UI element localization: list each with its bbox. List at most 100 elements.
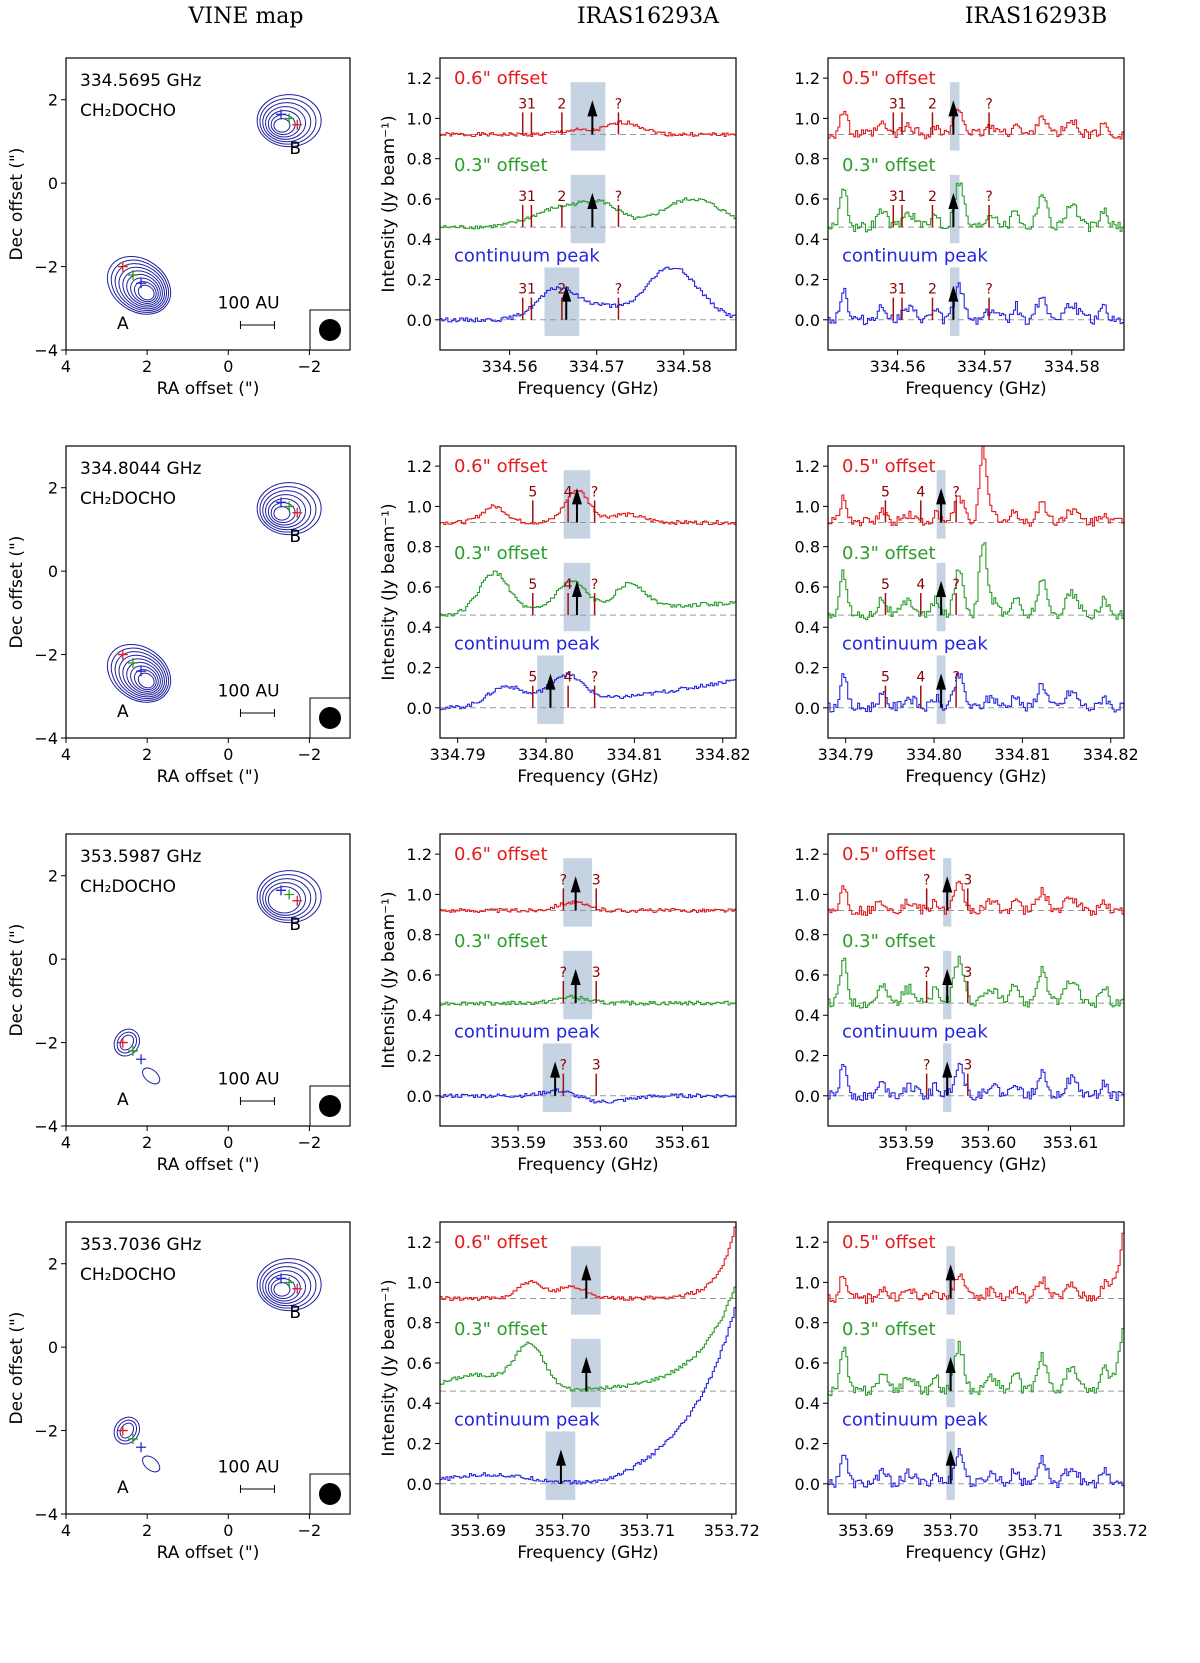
transition-label: ?	[591, 484, 598, 500]
transition-label: 4	[916, 484, 925, 500]
scale-bar-label: 100 AU	[218, 1457, 280, 1477]
series-label-offset-inner: 0.3" offset	[454, 155, 548, 176]
freq-tick-label: 353.61	[1043, 1133, 1099, 1152]
source-b-contour	[256, 870, 322, 924]
source-b-contour	[262, 1266, 312, 1307]
freq-tick-label: 353.72	[1092, 1521, 1148, 1540]
arrow-head-icon	[581, 1356, 592, 1374]
column-title-iras16293b: IRAS16293B	[964, 4, 1108, 29]
transition-label: 2	[557, 96, 566, 112]
map-ytick-label: −4	[34, 341, 58, 360]
intensity-tick-label: 1.2	[407, 457, 432, 476]
intensity-tick-label: 1.0	[795, 1273, 820, 1292]
intensity-axis-label: Intensity (Jy beam⁻¹)	[379, 1279, 399, 1456]
series-label-continuum: continuum peak	[454, 633, 600, 654]
source-b-label: B	[289, 527, 301, 547]
intensity-tick-label: 1.2	[795, 845, 820, 864]
series-label-offset-outer: 0.5" offset	[842, 1232, 936, 1253]
position-marker	[127, 657, 138, 668]
intensity-tick-label: 0.8	[795, 1314, 820, 1333]
intensity-tick-label: 0.4	[407, 230, 432, 249]
freq-tick-label: 334.79	[430, 745, 486, 764]
source-b-contour	[256, 482, 322, 536]
freq-axis-label: Frequency (GHz)	[517, 379, 658, 399]
position-marker	[127, 269, 138, 280]
arrow-head-icon	[571, 488, 582, 505]
intensity-tick-label: 0.2	[795, 659, 820, 678]
map-ytick-label: 0	[48, 950, 58, 969]
spectrum-trace	[828, 1062, 1125, 1102]
column-title-vine: VINE map	[188, 4, 304, 29]
map-ytick-label: 2	[48, 1255, 58, 1274]
map-xtick-label: 0	[223, 1521, 233, 1540]
spectrum-trace	[440, 120, 737, 138]
position-marker	[292, 1283, 303, 1294]
source-b-contour	[262, 102, 312, 143]
series-label-continuum: continuum peak	[842, 633, 988, 654]
freq-tick-label: 334.58	[1044, 357, 1100, 376]
intensity-tick-label: 1.0	[407, 109, 432, 128]
map-ylabel: Dec offset (")	[7, 924, 27, 1037]
source-b-contour	[265, 1270, 307, 1304]
transition-label: 4	[916, 670, 925, 686]
freq-tick-label: 334.79	[818, 745, 874, 764]
transition-label: 4	[564, 577, 573, 593]
spectrum-trace	[828, 182, 1125, 233]
intensity-tick-label: 0.2	[407, 659, 432, 678]
spectrum-trace	[828, 1222, 1125, 1304]
position-marker	[117, 261, 128, 272]
source-a-contour	[142, 1455, 161, 1473]
source-a-contour	[113, 1028, 141, 1057]
spectrum-trace	[828, 108, 1125, 140]
beam-ellipse	[319, 1483, 341, 1505]
series-label-continuum: continuum peak	[454, 1021, 600, 1042]
position-marker	[276, 1273, 287, 1284]
source-a-contour	[130, 665, 159, 692]
source-a-contour	[116, 1419, 138, 1442]
freq-axis-label: Frequency (GHz)	[905, 379, 1046, 399]
map-xlabel: RA offset (")	[157, 767, 260, 787]
source-b-contour	[267, 110, 301, 138]
position-marker	[117, 649, 128, 660]
plot-frame	[439, 57, 737, 351]
map-ylabel: Dec offset (")	[7, 536, 27, 649]
transition-label: ?	[560, 965, 567, 981]
transition-label: 5	[528, 577, 537, 593]
plot-area	[828, 446, 1124, 738]
map-xtick-label: −2	[298, 357, 322, 376]
transition-label: 3	[592, 965, 601, 981]
intensity-tick-label: 0.8	[795, 150, 820, 169]
arrow-head-icon	[942, 968, 953, 986]
freq-tick-label: 353.71	[619, 1521, 675, 1540]
map-xtick-label: −2	[298, 1521, 322, 1540]
source-b-contour	[273, 506, 291, 521]
intensity-tick-label: 1.0	[795, 497, 820, 516]
transition-label: ?	[560, 1058, 567, 1074]
map-ytick-label: 2	[48, 867, 58, 886]
transition-label: 5	[881, 484, 890, 500]
map-xtick-label: 4	[61, 1521, 71, 1540]
beam-box	[309, 1473, 351, 1515]
map-xtick-label: −2	[298, 745, 322, 764]
spectrum-trace	[828, 672, 1125, 713]
map-xtick-label: 2	[142, 745, 152, 764]
map-frequency: 334.8044 GHz	[80, 459, 201, 479]
scale-bar	[239, 1484, 275, 1493]
arrow-head-icon	[945, 1264, 956, 1281]
intensity-tick-label: 0.2	[407, 1435, 432, 1454]
transition-label: 1	[527, 282, 536, 298]
arrow-head-icon	[936, 580, 947, 598]
source-b-contour	[259, 98, 317, 145]
series-label-offset-outer: 0.6" offset	[454, 844, 548, 865]
transition-label: 3	[889, 189, 898, 205]
map-ytick-label: 2	[48, 91, 58, 110]
transition-label: 2	[928, 189, 937, 205]
intensity-tick-label: 0.4	[407, 1394, 432, 1413]
map-ytick-label: 0	[48, 174, 58, 193]
series-label-offset-inner: 0.3" offset	[842, 1319, 936, 1340]
plot-area	[828, 58, 1124, 350]
spectrum-trace	[828, 542, 1125, 621]
map-xtick-label: 2	[142, 357, 152, 376]
vine-map-panel: 4 2 0 −2 2 0 −2 −4 RA offset (") Dec offset (") 35…	[7, 833, 351, 1175]
